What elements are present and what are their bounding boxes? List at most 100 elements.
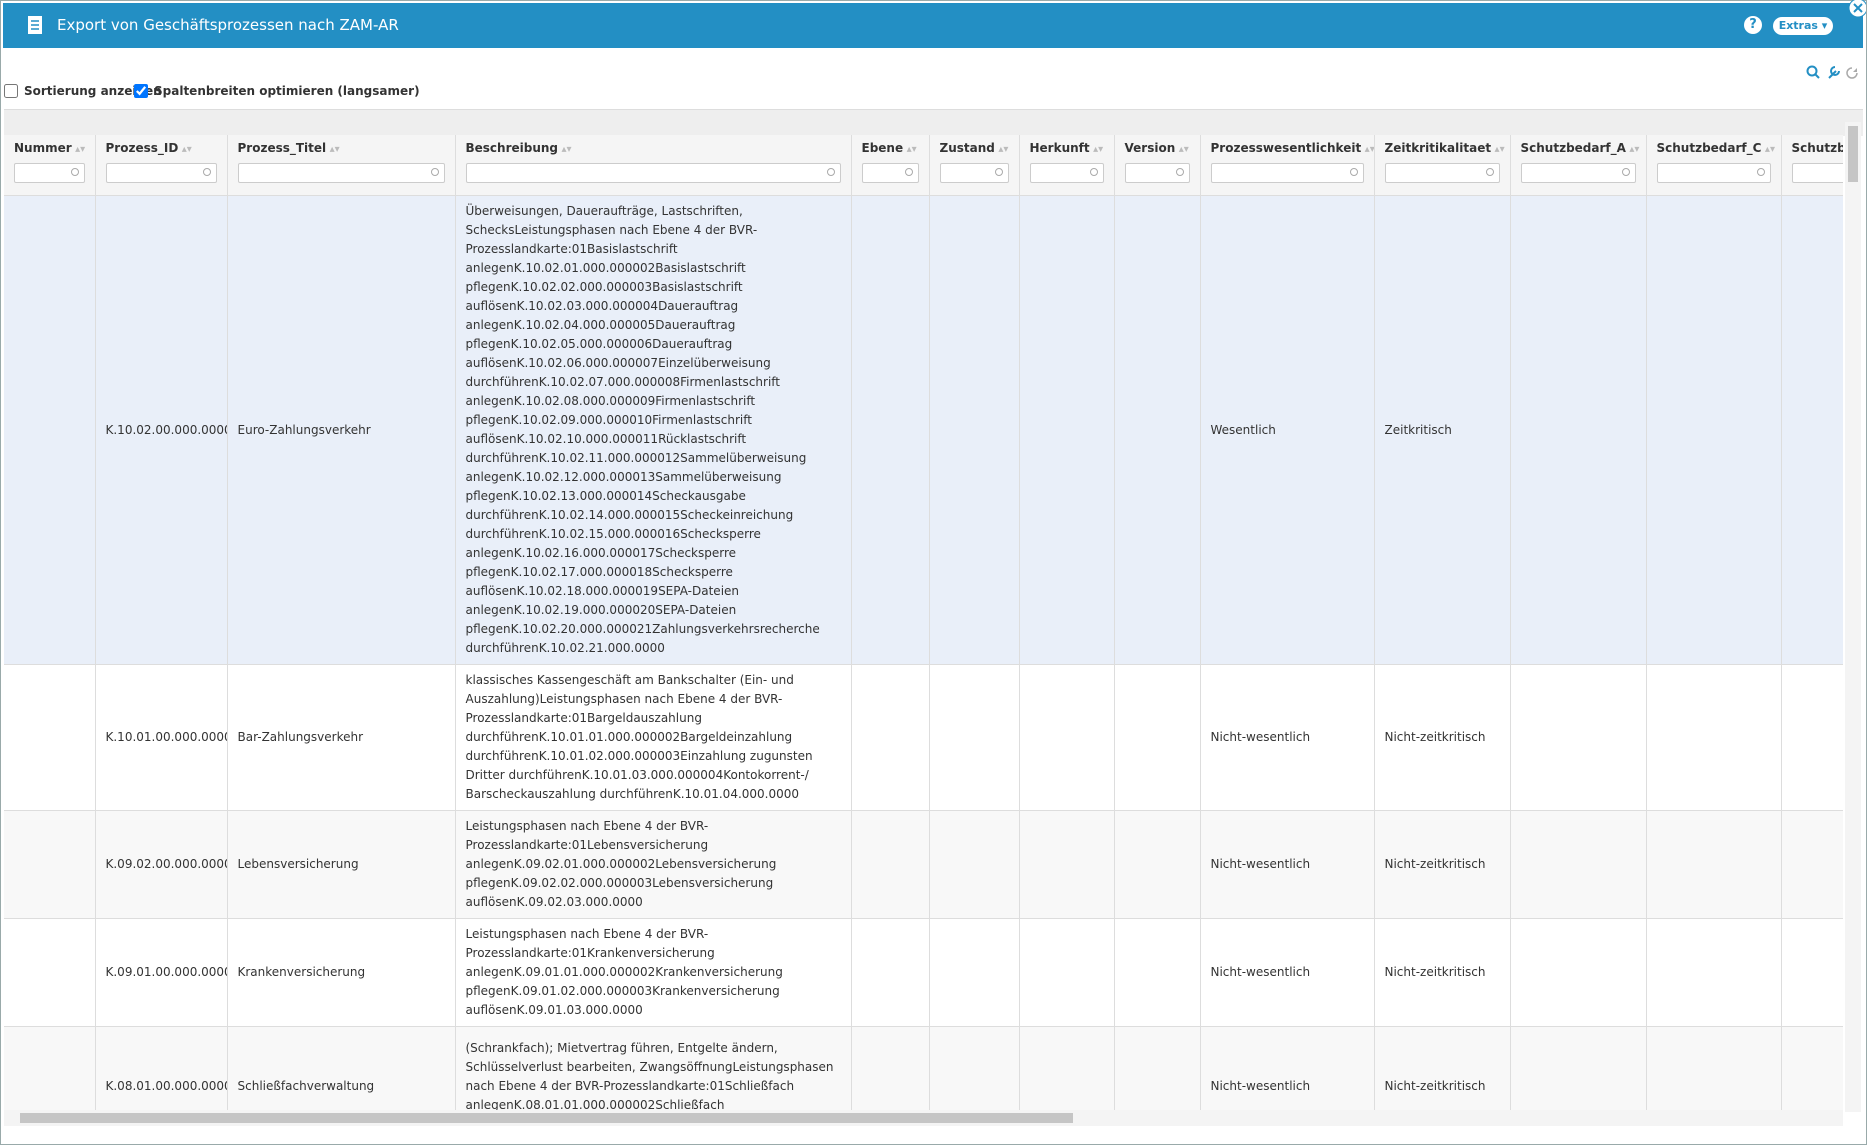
table-cell: K.08.01.00.000.0000 — [95, 1026, 228, 1110]
scroll-thumb[interactable] — [20, 1113, 1073, 1123]
filter-input[interactable] — [1384, 163, 1500, 183]
table-cell — [929, 1026, 1020, 1110]
table-cell — [1510, 810, 1647, 919]
table-cell — [4, 918, 96, 1027]
column-header[interactable]: Version — [1114, 135, 1201, 196]
column-header[interactable]: Zustand — [929, 135, 1020, 196]
table-cell — [4, 664, 96, 811]
option[interactable]: Spaltenbreiten optimieren (langsamer) — [134, 84, 420, 98]
column-header[interactable]: Zeitkritikalitaet — [1374, 135, 1511, 196]
table: Nummer Prozess_ID Prozess_Titel Beschreibun… — [4, 135, 1843, 1110]
filter-input[interactable] — [1124, 163, 1190, 183]
column-title: Ebene — [862, 141, 917, 155]
table-cell — [1510, 664, 1647, 811]
column-title: Schutzbedarf_C — [1657, 141, 1775, 155]
table-cell: Nicht-wesentlich — [1200, 664, 1375, 811]
cell-text: klassisches Kassengeschäft am Bankschalt… — [465, 673, 813, 801]
help-button[interactable]: ? — [1744, 16, 1762, 34]
header-row: Nummer Prozess_ID Prozess_Titel Beschreibun… — [4, 135, 1843, 196]
table-row[interactable]: K.10.01.00.000.0000 Bar-Zahlungsverkehr kl… — [4, 664, 1843, 811]
toolbar-icons[interactable] — [1805, 64, 1863, 80]
table-cell — [1781, 664, 1843, 811]
column-header[interactable]: Ebene — [851, 135, 930, 196]
column-header[interactable]: Prozesswesentlichkeit — [1200, 135, 1375, 196]
table-cell — [1646, 195, 1782, 665]
option[interactable]: Sortierung anzeigen — [4, 84, 162, 98]
table-cell — [1510, 1026, 1647, 1110]
table-row[interactable]: K.09.01.00.000.0000 Krankenversicherung Le… — [4, 918, 1843, 1027]
column-header[interactable]: Schutzbe — [1781, 135, 1843, 196]
cell-text: K.09.02.00.000.0000 — [105, 857, 227, 871]
table-cell — [1646, 664, 1782, 811]
filter-input[interactable] — [1210, 163, 1364, 183]
cell-text: Nicht-wesentlich — [1210, 1079, 1311, 1093]
filter-input[interactable] — [1656, 163, 1771, 183]
cell-text: Nicht-wesentlich — [1210, 730, 1311, 744]
filter-input[interactable] — [237, 163, 445, 183]
filter-input[interactable] — [14, 163, 85, 183]
cell-text: Krankenversicherung — [237, 965, 366, 979]
table-cell — [1510, 195, 1647, 665]
table-cell — [929, 918, 1020, 1027]
filter-input[interactable] — [1520, 163, 1636, 183]
filter-input[interactable] — [105, 163, 217, 183]
option-label: Sortierung anzeigen — [24, 84, 162, 98]
table-cell: Leistungsphasen nach Ebene 4 der BVR-Pro… — [455, 810, 852, 919]
cell-text: Schließfachverwaltung — [237, 1079, 375, 1093]
table-cell — [1114, 195, 1201, 665]
table-cell — [851, 664, 930, 811]
column-title: Zustand — [940, 141, 1009, 155]
filter-input[interactable] — [1791, 163, 1843, 183]
table-cell — [1019, 918, 1115, 1027]
cell-text: Zeitkritisch — [1384, 422, 1452, 437]
column-header[interactable]: Beschreibung — [455, 135, 852, 196]
table-cell — [1646, 810, 1782, 919]
table-cell: Lebensversicherung — [227, 810, 456, 919]
table-cell: Euro-Zahlungsverkehr — [227, 195, 456, 665]
extras-label: Extras — [1778, 19, 1818, 32]
column-header[interactable]: Nummer — [4, 135, 96, 196]
table-row[interactable]: K.10.02.00.000.0000 Euro-Zahlungsverkehr Ü… — [4, 195, 1843, 665]
table-cell: Zeitkritisch — [1374, 195, 1511, 665]
filter-input[interactable] — [861, 163, 919, 183]
table-cell — [929, 664, 1020, 811]
vertical-scrollbar[interactable] — [1845, 122, 1861, 1112]
table-cell — [1781, 810, 1843, 919]
table-cell — [851, 810, 930, 919]
column-header[interactable]: Schutzbedarf_C — [1646, 135, 1782, 196]
filter-input[interactable] — [465, 163, 841, 183]
close-button[interactable] — [1846, 0, 1866, 20]
column-header[interactable]: Prozess_Titel — [227, 135, 456, 196]
table-cell — [1019, 1026, 1115, 1110]
table-cell: Nicht-wesentlich — [1200, 1026, 1375, 1110]
column-title: Prozess_Titel — [238, 141, 340, 155]
doc-icon — [28, 16, 42, 34]
table-row[interactable]: K.08.01.00.000.0000 Schließfachverwaltung… — [4, 1026, 1843, 1110]
cell-text: Nicht-wesentlich — [1210, 857, 1311, 871]
table-cell — [1781, 1026, 1843, 1110]
extras-button[interactable]: Extras ▾ — [1773, 17, 1833, 35]
checkbox[interactable] — [4, 84, 18, 98]
column-title: Zeitkritikalitaet — [1385, 141, 1505, 155]
scroll-thumb[interactable] — [1848, 126, 1858, 182]
table-row[interactable]: K.09.02.00.000.0000 Lebensversicherung Lei… — [4, 810, 1843, 919]
table-cell: K.09.01.00.000.0000 — [95, 918, 228, 1027]
table-cell: Nicht-zeitkritisch — [1374, 918, 1511, 1027]
grid-toolbar — [4, 109, 1863, 136]
horizontal-scrollbar[interactable] — [4, 1110, 1843, 1126]
column-header[interactable]: Schutzbedarf_A — [1510, 135, 1647, 196]
column-header[interactable]: Herkunft — [1019, 135, 1115, 196]
table-cell: K.10.01.00.000.0000 — [95, 664, 228, 811]
table-cell: klassisches Kassengeschäft am Bankschalt… — [455, 664, 852, 811]
cell-text: Lebensversicherung — [237, 857, 359, 871]
filter-input[interactable] — [1029, 163, 1104, 183]
table-cell: (Schrankfach); Mietvertrag führen, Entge… — [455, 1026, 852, 1110]
option-label: Spaltenbreiten optimieren (langsamer) — [154, 84, 420, 98]
cell-text: Nicht-zeitkritisch — [1384, 1079, 1486, 1093]
column-header[interactable]: Prozess_ID — [95, 135, 228, 196]
checkbox[interactable] — [134, 84, 148, 98]
cell-text: (Schrankfach); Mietvertrag führen, Entge… — [465, 1041, 834, 1110]
column-title: Nummer — [14, 141, 85, 155]
column-title: Version — [1125, 141, 1189, 155]
filter-input[interactable] — [939, 163, 1009, 183]
